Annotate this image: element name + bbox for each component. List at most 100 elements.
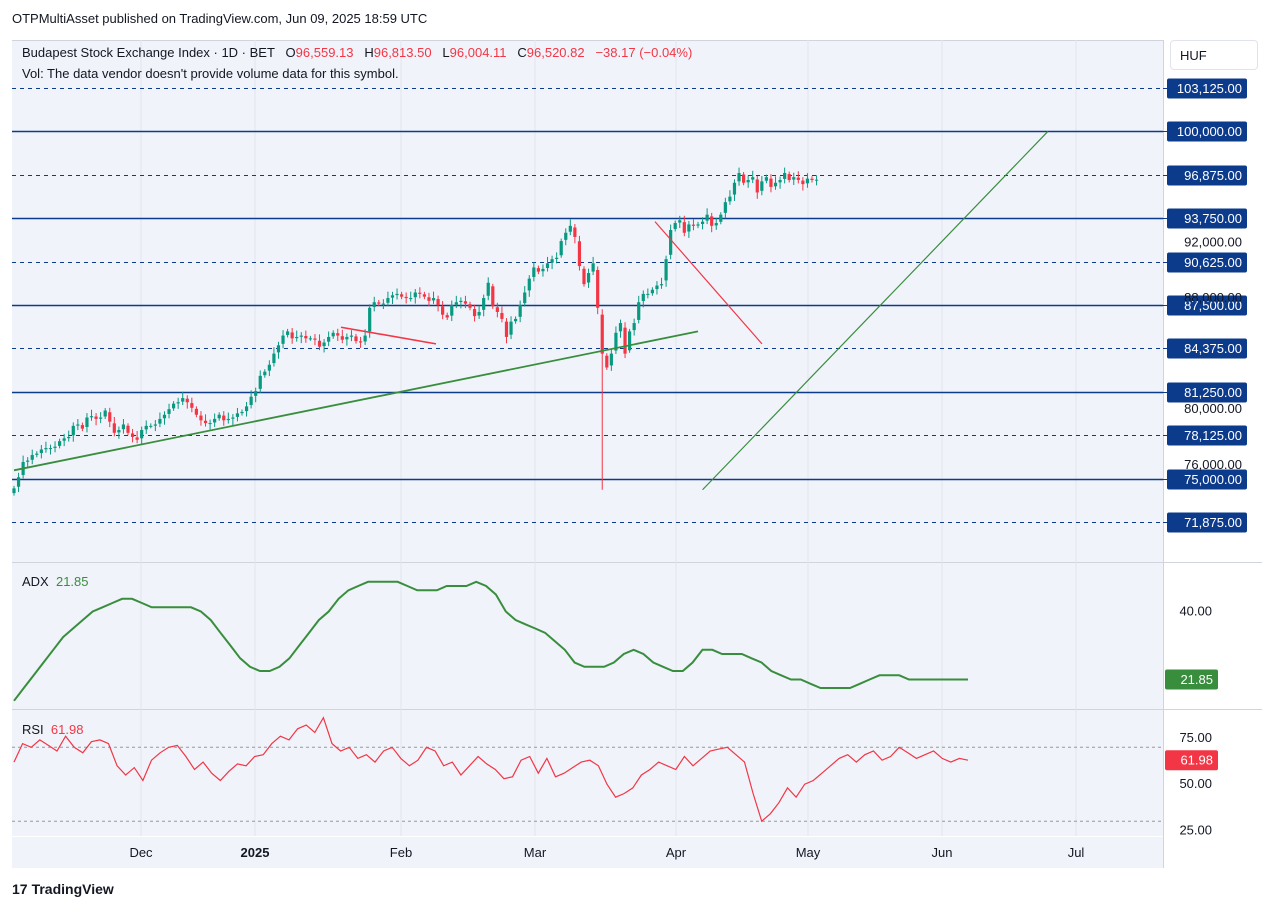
- candle-body: [140, 430, 144, 439]
- candle: [244, 401, 249, 417]
- candle-body: [276, 345, 281, 353]
- candle: [35, 451, 39, 458]
- rsi-value: 61.98: [50, 722, 84, 737]
- candle: [445, 312, 449, 321]
- rsi-pane: [12, 710, 1163, 836]
- candle-body: [126, 425, 130, 433]
- candle: [751, 170, 755, 184]
- candle-body: [409, 298, 413, 300]
- candle: [742, 171, 746, 186]
- candle: [591, 256, 595, 276]
- candle-body: [655, 285, 659, 290]
- candle: [678, 215, 682, 229]
- candle-body: [267, 364, 271, 371]
- candle: [185, 395, 189, 409]
- level-badge: [1167, 425, 1247, 446]
- candle-body: [482, 298, 486, 310]
- candle: [349, 330, 354, 342]
- candle: [532, 262, 536, 282]
- candle-body: [504, 321, 509, 337]
- candle-body: [286, 331, 290, 335]
- currency-button[interactable]: HUF: [1170, 40, 1258, 70]
- candle-body: [678, 220, 682, 223]
- candle: [226, 412, 230, 424]
- candle: [158, 412, 162, 428]
- candle-body: [573, 227, 577, 237]
- time-tick-label: May: [796, 845, 821, 860]
- time-tick-label: Mar: [524, 845, 547, 860]
- candle-body: [208, 423, 212, 425]
- candle: [190, 397, 194, 413]
- candle-body: [728, 196, 732, 202]
- candle: [80, 422, 84, 432]
- candle: [317, 334, 322, 351]
- candle-body: [176, 402, 180, 404]
- candle: [541, 264, 545, 277]
- candle-body: [58, 441, 62, 446]
- candle-body: [664, 259, 668, 281]
- price-legend: Budapest Stock Exchange Index · 1D · BET…: [22, 45, 693, 60]
- candle-body: [472, 309, 477, 317]
- candle: [48, 444, 53, 455]
- candle: [637, 295, 641, 324]
- candle-body: [445, 315, 449, 318]
- rsi-title: RSI: [22, 722, 44, 737]
- candle-body: [523, 292, 527, 304]
- candle: [586, 268, 591, 288]
- candle: [53, 441, 57, 453]
- candle-body: [103, 410, 107, 417]
- candle: [482, 294, 486, 317]
- candle: [85, 413, 89, 433]
- candle-body: [764, 177, 768, 181]
- candle: [564, 228, 568, 246]
- level-badge-label: 100,000.00: [1177, 124, 1242, 139]
- candle-body: [149, 425, 153, 427]
- rsi-tick-label: 50.00: [1179, 776, 1212, 791]
- candle-body: [778, 179, 782, 183]
- brand-name: TradingView: [31, 881, 114, 897]
- candle-body: [746, 179, 750, 183]
- candle-body: [714, 223, 718, 226]
- level-badge-label: 103,125.00: [1177, 81, 1242, 96]
- candle-body: [322, 342, 326, 347]
- candle: [787, 171, 791, 183]
- candle: [140, 426, 144, 445]
- candle: [504, 318, 509, 344]
- candle-body: [272, 353, 276, 364]
- candle: [62, 433, 66, 447]
- candle-body: [586, 273, 591, 283]
- candle: [427, 292, 431, 307]
- candle-body: [436, 299, 440, 305]
- high-value: 96,813.50: [373, 45, 432, 60]
- level-badge-label: 81,250.00: [1184, 385, 1242, 400]
- candle-body: [295, 336, 299, 339]
- candle-body: [700, 221, 705, 225]
- candle-body: [609, 353, 613, 366]
- candle: [801, 177, 805, 191]
- candle-body: [559, 241, 563, 256]
- candle-body: [555, 257, 559, 259]
- candle-body: [500, 312, 504, 319]
- candle-body: [532, 267, 536, 277]
- candle-body: [290, 332, 294, 339]
- level-badge-label: 87,500.00: [1184, 298, 1242, 313]
- candle: [413, 289, 417, 304]
- candle: [764, 174, 768, 184]
- candle-body: [336, 333, 340, 336]
- candle: [404, 292, 408, 304]
- candle: [719, 212, 723, 225]
- candle-body: [368, 307, 372, 332]
- candle: [810, 176, 814, 183]
- candle: [58, 438, 62, 449]
- candle-body: [614, 332, 618, 351]
- candle: [536, 265, 540, 275]
- candle-body: [783, 173, 787, 179]
- level-badge: [1167, 252, 1247, 273]
- level-badge: [1167, 208, 1247, 229]
- candle-body: [477, 311, 481, 316]
- candle-body: [121, 424, 126, 430]
- candle: [518, 300, 522, 323]
- candle-body: [199, 415, 203, 421]
- price-tick-label: 80,000.00: [1184, 401, 1242, 416]
